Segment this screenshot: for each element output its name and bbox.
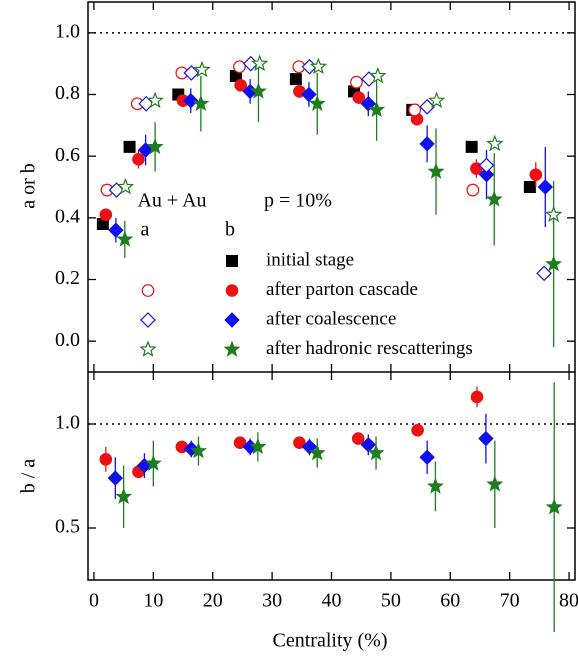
marker xyxy=(137,142,154,158)
x-tick-label: 70 xyxy=(500,590,520,612)
marker xyxy=(408,103,422,117)
marker xyxy=(545,255,563,272)
legend-marker xyxy=(139,340,157,357)
marker xyxy=(293,436,306,450)
marker xyxy=(486,134,504,152)
marker xyxy=(352,91,366,104)
marker xyxy=(234,78,247,92)
marker xyxy=(192,94,210,111)
marker xyxy=(249,82,267,99)
marker xyxy=(183,65,200,81)
x-axis-label: Centrality (%) xyxy=(273,630,388,652)
y-axis-label: b / a xyxy=(18,459,40,494)
x-tick-label: 30 xyxy=(262,590,282,612)
x-tick-label: 0 xyxy=(89,590,99,612)
marker xyxy=(478,157,495,174)
marker xyxy=(411,423,424,437)
marker xyxy=(116,230,134,247)
marker xyxy=(99,208,113,222)
x-tick-label: 60 xyxy=(440,590,460,612)
x-tick-label: 80 xyxy=(559,590,578,612)
legend-header: b xyxy=(225,219,235,241)
marker xyxy=(427,162,445,179)
annotation: Au + Au xyxy=(137,190,206,212)
legend-label: initial stage xyxy=(266,249,354,270)
legend-marker xyxy=(226,255,238,267)
marker xyxy=(308,94,326,111)
marker xyxy=(529,168,543,181)
marker xyxy=(301,86,317,103)
annotation: p = 10% xyxy=(264,190,332,212)
legend-marker xyxy=(223,340,241,357)
legend-marker xyxy=(141,284,155,297)
y-tick-label: 0.2 xyxy=(55,267,80,289)
marker xyxy=(466,183,480,197)
legend-marker xyxy=(140,312,156,328)
legend-label: after parton cascade xyxy=(266,279,418,300)
y-axis-label: a or b xyxy=(18,163,40,209)
legend-marker xyxy=(224,312,240,328)
marker xyxy=(419,136,435,152)
marker xyxy=(544,205,563,223)
x-tick-label: 40 xyxy=(322,590,342,612)
marker xyxy=(426,477,444,494)
marker xyxy=(146,91,164,109)
y-tick-label: 0.6 xyxy=(55,144,80,166)
marker xyxy=(115,487,133,505)
marker xyxy=(419,449,435,465)
marker xyxy=(419,98,435,115)
marker xyxy=(308,444,326,461)
y-tick-label: 0.0 xyxy=(55,329,80,351)
marker xyxy=(233,60,246,74)
marker xyxy=(107,470,124,486)
marker xyxy=(368,101,386,118)
marker xyxy=(478,166,495,183)
x-tick-label: 20 xyxy=(203,590,223,612)
marker xyxy=(183,92,199,109)
legend-label: after coalescence xyxy=(266,308,396,329)
marker xyxy=(478,430,494,447)
marker xyxy=(465,140,478,153)
y-tick-label: 0.8 xyxy=(55,82,80,104)
marker xyxy=(485,190,503,207)
marker xyxy=(250,54,269,72)
marker xyxy=(545,498,563,515)
marker xyxy=(132,152,145,166)
legend-marker xyxy=(225,284,239,297)
legend-label: after hadronic rescatterings xyxy=(266,338,473,359)
marker xyxy=(309,57,328,75)
marker xyxy=(360,96,377,112)
marker xyxy=(427,91,446,109)
y-tick-label: 1.0 xyxy=(55,412,80,434)
marker xyxy=(144,454,162,471)
marker xyxy=(99,453,113,466)
marker xyxy=(249,437,267,455)
marker xyxy=(116,177,135,195)
marker xyxy=(360,437,377,453)
x-tick-label: 10 xyxy=(143,590,163,612)
marker xyxy=(123,140,136,153)
marker xyxy=(146,138,164,155)
legend-header: a xyxy=(141,219,150,241)
marker xyxy=(190,442,207,459)
marker xyxy=(108,222,124,238)
y-tick-label: 0.4 xyxy=(55,205,80,227)
marker xyxy=(536,265,552,282)
marker xyxy=(351,432,365,445)
marker xyxy=(289,73,302,86)
y-tick-label: 1.0 xyxy=(55,20,80,42)
marker xyxy=(537,179,554,195)
marker xyxy=(193,60,211,78)
marker xyxy=(486,475,504,492)
marker xyxy=(301,439,318,455)
y-tick-label: 0.5 xyxy=(55,516,80,538)
marker xyxy=(523,181,536,193)
marker xyxy=(470,390,484,404)
marker xyxy=(367,444,385,461)
marker xyxy=(233,436,247,450)
x-tick-label: 50 xyxy=(381,590,401,612)
marker xyxy=(369,66,387,84)
marker xyxy=(350,75,363,89)
